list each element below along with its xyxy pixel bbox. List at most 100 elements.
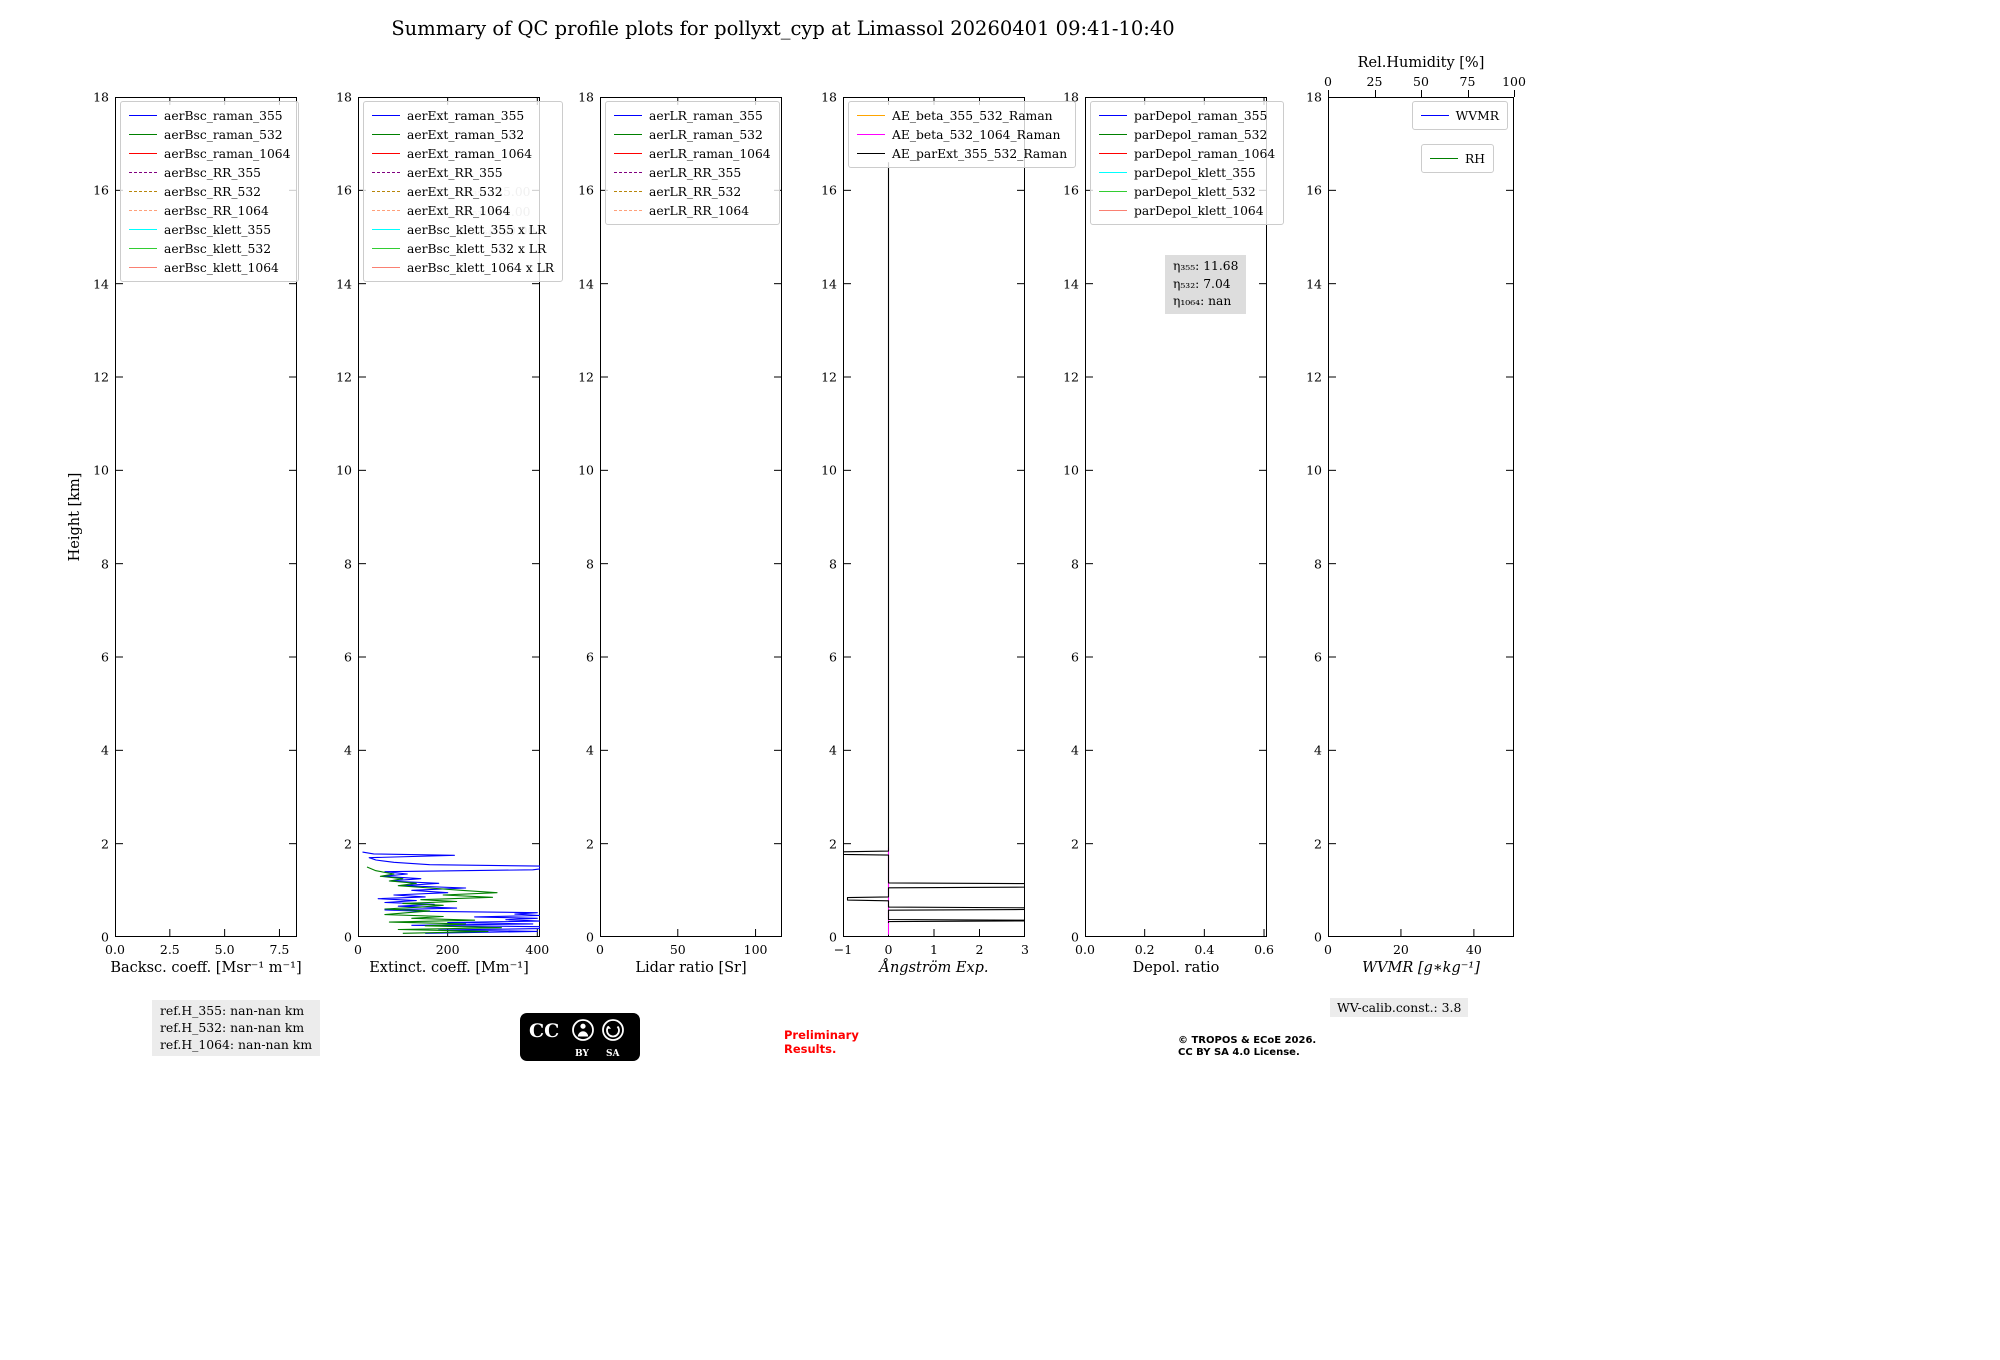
legend-label: aerLR_raman_355 [649,108,763,123]
top-tick-mark [1514,90,1515,97]
preliminary-line: Results. [784,1041,837,1056]
wv-calib-box: WV-calib.const.: 3.8 [1330,998,1469,1017]
legend-line-sample [614,153,642,154]
y-tick-label: 18 [821,89,837,105]
legend-label: aerLR_raman_532 [649,127,763,142]
y-tick-label: 4 [1071,742,1079,758]
y-tick-label: 6 [344,649,352,665]
legend-entry: aerExt_RR_355 [372,163,554,182]
top-tick-label: 0 [1324,74,1332,89]
y-tick-label: 0 [101,929,109,945]
legend-line-sample [372,115,400,116]
legend-entry: aerLR_raman_1064 [614,144,771,163]
legend-label: parDepol_klett_532 [1134,184,1256,199]
panel-depol: 0.0 0.2 0.4 0.6 0 2 4 6 8 10 12 14 16 18 Depol. ratio p… [1063,90,1285,976]
y-tick-label: 14 [1063,276,1079,292]
legend-line-sample [129,115,157,116]
legend-line-sample [129,267,157,268]
legend-line-sample [1099,134,1127,135]
legend-entry: aerExt_raman_355 [372,106,554,125]
legend-entry: aerBsc_raman_1064 [129,144,290,163]
y-tick-label: 10 [93,462,109,478]
legend-label: aerBsc_raman_532 [164,127,283,142]
reference-height-box: ref.H_355: nan-nan km ref.H_532: nan-nan … [152,1000,321,1057]
legend-entry: parDepol_raman_355 [1099,106,1275,125]
figure-title: Summary of QC profile plots for pollyxt_… [391,17,1175,40]
x-tick-label: 0 [884,942,893,957]
copyright-note: © TROPOS & ECoE 2026. CC BY SA 4.0 Licen… [1178,1035,1316,1058]
y-tick-label: 2 [829,836,837,852]
panel-wvmr: 0 20 40 0 2 4 6 8 10 12 14 16 18 WVMR [g∗kg⁻¹] WVMR RH 0… [1306,55,1526,976]
plot-area-wvmr [1328,97,1514,937]
legend-label: RH [1465,151,1485,166]
legend-line-sample [857,115,885,116]
legend-entry: aerBsc_klett_355 [129,220,290,239]
legend-line-sample [614,172,642,173]
legend-line-sample [129,134,157,135]
legend-label: aerExt_RR_355 [407,165,503,180]
preliminary-line: Preliminary [784,1028,859,1042]
top-tick-mark [1467,90,1469,97]
by-label: BY [575,1049,589,1059]
y-axis-label: Height [km] [67,472,83,562]
y-tick-label: 0 [344,929,352,945]
annotation-line: η₅₃₂: 7.04 [1173,276,1231,291]
y-tick-label: 10 [578,462,594,478]
y-tick-label: 16 [1306,182,1322,198]
legend-line-sample [614,115,642,116]
y-tick-label: 0 [829,929,837,945]
annotation-line: η₁₀₆₄: nan [1173,294,1232,308]
x-tick-label: 0.0 [1075,942,1095,957]
ref-height-line: ref.H_532: nan-nan km [160,1019,305,1035]
y-tick-label: 16 [336,182,352,198]
series-AE_parExt_355_532_Raman [843,162,1025,923]
panel-extinction: 0 200 400 0 2 4 6 8 10 12 14 16 18 Extinct. coeff. [M… [336,90,564,976]
legend-line-sample [1430,158,1459,159]
x-tick-label: 5.0 [214,942,235,957]
y-tick-label: 2 [1071,836,1079,852]
y-tick-label: 4 [586,742,594,758]
legend-line-sample [372,134,400,135]
legend-label: parDepol_raman_1064 [1134,146,1276,161]
legend-label: aerBsc_klett_355 x LR [407,222,547,237]
legend-lidar-ratio: aerLR_raman_355 aerLR_raman_532 aerLR_rama… [605,101,780,225]
legend-entry: parDepol_raman_532 [1099,125,1275,144]
plot-area-angstroem [843,97,1025,937]
top-axis-label: Rel.Humidity [%] [1357,55,1485,71]
x-tick-label: 0.6 [1254,942,1274,957]
legend-line-sample [614,191,642,192]
y-tick-label: 6 [829,649,837,665]
legend-entry: aerLR_raman_532 [614,125,771,144]
y-tick-label: 2 [586,836,594,852]
legend-label: aerBsc_RR_1064 [164,203,269,218]
legend-entry: aerBsc_raman_532 [129,125,290,144]
cc-license-badge: CC BY SA [520,1013,640,1061]
top-tick-mark [1421,90,1422,97]
y-tick-label: 8 [1314,556,1322,572]
y-tick-label: 18 [578,89,594,105]
x-tick-label: 0 [596,942,604,957]
legend-entry: aerBsc_RR_1064 [129,201,290,220]
legend-line-sample [129,191,157,192]
x-tick-label: 0 [1324,942,1332,957]
legend-line-sample [129,210,157,211]
x-tick-label: 50 [669,942,686,957]
legend-label: aerLR_RR_532 [649,184,742,199]
legend-line-sample [372,172,400,173]
legend-line-sample [1099,153,1127,154]
x-tick-label: 0.2 [1134,942,1155,957]
y-tick-label: 10 [821,462,837,478]
legend-label: aerBsc_klett_355 [164,222,272,237]
y-tick-label: 6 [1071,649,1079,665]
y-tick-label: 12 [336,369,352,385]
series-aerExt_raman_355 [362,851,540,934]
legend-line-sample [1420,115,1449,116]
y-tick-label: 2 [344,836,352,852]
legend-label: aerLR_raman_1064 [649,146,771,161]
panel-lidar-ratio: 0 50 100 0 2 4 6 8 10 12 14 16 18 Lidar ratio [Sr] aer… [578,90,782,976]
legend-extinction: aerExt_raman_355 aerExt_raman_532 aerExt_r… [363,101,564,282]
legend-entry: aerExt_RR_532 [372,182,554,201]
top-tick-label: 50 [1413,74,1429,89]
legend-label: parDepol_raman_532 [1134,127,1268,142]
